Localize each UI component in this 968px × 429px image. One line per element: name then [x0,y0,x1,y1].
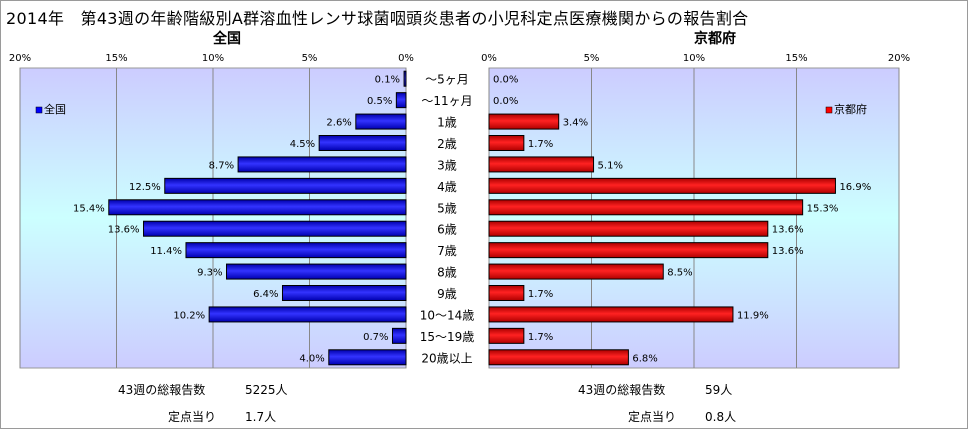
age-category-label: 20歳以上 [421,351,472,365]
age-category-label: 10～14歳 [420,308,475,322]
kyoto-value-label: 1.7% [528,332,553,343]
national-value-label: 4.5% [290,139,315,150]
age-category-label: 1歳 [437,116,457,130]
kyoto-per-site-label: 定点当り [628,410,677,424]
age-category-label: ～5ヶ月 [425,73,469,87]
national-panel-title: 全国 [213,31,241,47]
national-legend: 全国 [35,102,66,116]
national-bar [391,327,407,344]
kyoto-value-label: 1.7% [528,289,553,300]
national-bar [185,242,407,259]
kyoto-value-label: 13.6% [772,225,804,236]
kyoto-bar [488,113,560,130]
age-category-label: 9歳 [437,287,457,301]
national-value-label: 0.7% [363,332,388,343]
national-per-site-label: 定点当り [168,410,217,424]
national-bar [226,263,407,280]
national-per-site-value: 1.7人 [245,410,277,424]
kyoto-value-label: 11.9% [737,310,769,321]
kyoto-bar [488,135,525,151]
age-category-label: 15～19歳 [420,330,475,344]
chart-title: 2014年 第43週の年齢階級別A群溶血性レンサ球菌咽頭炎患者の小児科定点医療機… [6,9,749,28]
national-value-label: 10.2% [173,310,205,321]
national-bar [403,70,407,87]
national-bar [108,199,407,216]
national-value-label: 12.5% [129,182,161,193]
kyoto-value-label: 16.9% [839,182,871,193]
age-category-label: 6歳 [437,223,457,237]
national-value-label: 11.4% [150,246,182,257]
kyoto-bar [488,327,525,344]
national-bar [281,285,407,301]
national-value-label: 15.4% [73,203,105,214]
age-category-label: 7歳 [437,244,457,258]
national-bar [237,156,407,173]
kyoto-tick-label: 15% [785,53,807,64]
kyoto-bar [488,199,804,216]
kyoto-value-label: 15.3% [807,203,839,214]
national-legend-label: 全国 [44,102,66,116]
national-value-label: 9.3% [197,268,222,279]
kyoto-value-label: 8.5% [667,268,692,279]
kyoto-value-label: 3.4% [563,118,588,129]
national-bar [208,306,407,323]
kyoto-tick-label: 5% [584,53,600,64]
national-total-value: 5225人 [245,383,288,397]
national-tick-label: 15% [105,53,127,64]
kyoto-panel-title: 京都府 [694,31,736,47]
kyoto-value-label: 13.6% [772,246,804,257]
age-category-label: 4歳 [437,180,457,194]
kyoto-legend-swatch [825,106,833,114]
age-category-label: ～11ヶ月 [421,94,472,108]
kyoto-tick-label: 10% [683,53,705,64]
national-bar [318,135,407,151]
national-value-label: 4.0% [299,353,324,364]
national-tick-label: 5% [302,53,318,64]
national-tick-label: 10% [202,53,224,64]
national-value-label: 13.6% [108,225,140,236]
kyoto-bar [488,220,769,237]
kyoto-legend: 京都府 [825,102,867,116]
national-total-label: 43週の総報告数 [118,383,206,397]
kyoto-value-label: 0.0% [493,75,518,86]
kyoto-bar [488,242,769,259]
kyoto-tick-label: 0% [481,53,497,64]
kyoto-bar [488,285,525,301]
kyoto-per-site-value: 0.8人 [705,410,737,424]
kyoto-value-label: 1.7% [528,139,553,150]
age-category-label: 5歳 [437,201,457,215]
national-value-label: 2.6% [326,118,351,129]
kyoto-bar [488,263,664,280]
kyoto-legend-label: 京都府 [834,102,867,116]
age-category-label: 3歳 [437,158,457,172]
kyoto-value-label: 6.8% [632,353,657,364]
national-value-label: 8.7% [209,160,234,171]
national-bar [164,177,407,194]
national-bar [395,92,407,109]
kyoto-bar [488,177,836,194]
national-legend-swatch [35,106,43,114]
kyoto-tick-label: 20% [888,53,910,64]
age-category-label: 8歳 [437,266,457,280]
kyoto-bar [488,306,734,323]
kyoto-total-label: 43週の総報告数 [578,383,666,397]
national-tick-label: 0% [398,53,414,64]
national-value-label: 0.5% [367,96,392,107]
kyoto-bar [488,349,629,366]
national-value-label: 6.4% [253,289,278,300]
national-bar [355,113,407,130]
kyoto-total-value: 59人 [705,383,733,397]
kyoto-value-label: 5.1% [598,160,623,171]
kyoto-bar [488,156,595,173]
age-category-label: 2歳 [437,137,457,151]
national-bar [143,220,407,237]
national-tick-label: 20% [9,53,31,64]
kyoto-value-label: 0.0% [493,96,518,107]
national-bar [328,349,407,366]
national-value-label: 0.1% [375,75,400,86]
